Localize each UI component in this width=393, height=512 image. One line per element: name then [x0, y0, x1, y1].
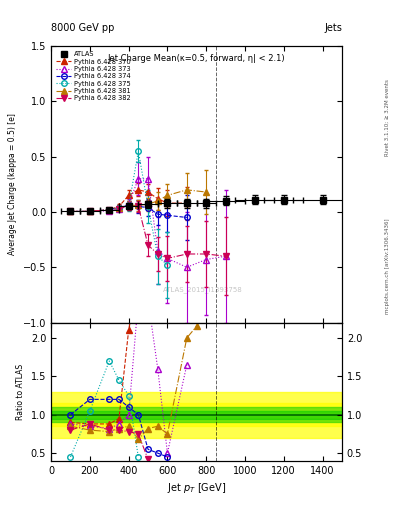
X-axis label: Jet $p_{T}$ [GeV]: Jet $p_{T}$ [GeV]	[167, 481, 226, 495]
Bar	[51, 407, 342, 422]
Text: 8000 GeV pp: 8000 GeV pp	[51, 23, 114, 33]
Text: Rivet 3.1.10; ≥ 3.2M events: Rivet 3.1.10; ≥ 3.2M events	[385, 79, 390, 156]
Bar	[51, 403, 342, 426]
Bar	[51, 392, 342, 438]
Y-axis label: Average Jet Charge (kappa = 0.5) [e]: Average Jet Charge (kappa = 0.5) [e]	[8, 113, 17, 255]
Y-axis label: Ratio to ATLAS: Ratio to ATLAS	[16, 364, 25, 420]
Text: ATLAS_2015_I1393758: ATLAS_2015_I1393758	[162, 286, 242, 293]
Bar	[51, 411, 342, 419]
Text: Jets: Jets	[324, 23, 342, 33]
Legend: ATLAS, Pythia 6.428 370, Pythia 6.428 373, Pythia 6.428 374, Pythia 6.428 375, P: ATLAS, Pythia 6.428 370, Pythia 6.428 37…	[54, 50, 132, 103]
Text: mcplots.cern.ch [arXiv:1306.3436]: mcplots.cern.ch [arXiv:1306.3436]	[385, 219, 390, 314]
Text: Jet Charge Mean(κ=0.5, forward, η| < 2.1): Jet Charge Mean(κ=0.5, forward, η| < 2.1…	[108, 54, 285, 63]
